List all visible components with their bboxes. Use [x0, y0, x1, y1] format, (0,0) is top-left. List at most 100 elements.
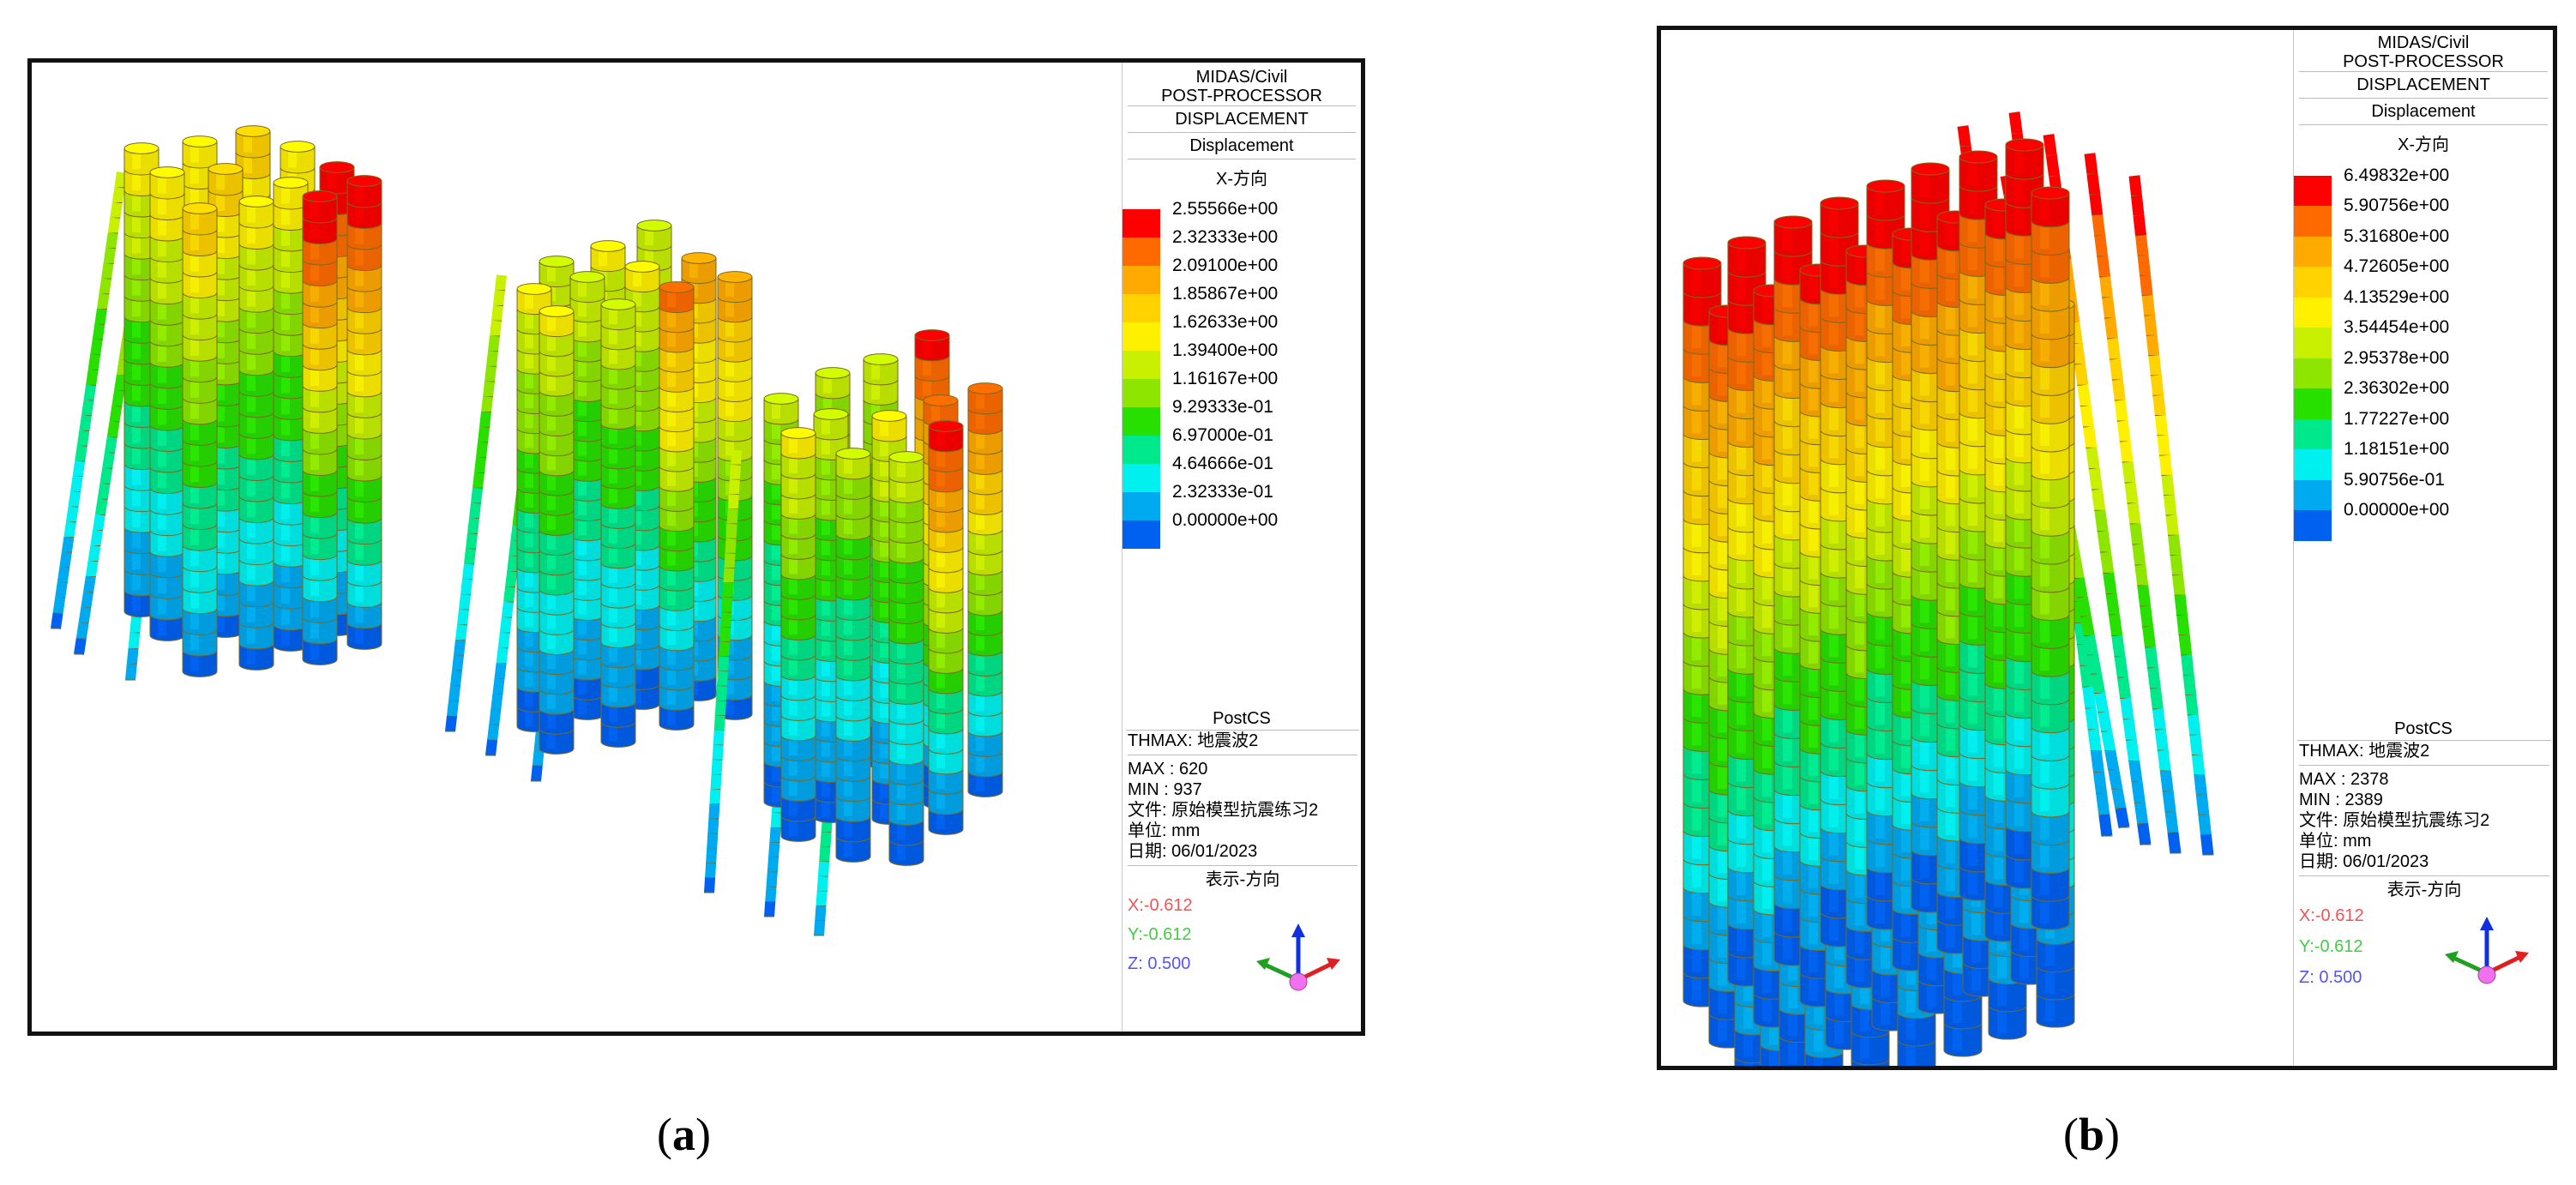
- axis-triad-icon: [2445, 917, 2529, 984]
- pile-highlight: [1717, 451, 1727, 480]
- inclined-pile-segment: [817, 861, 830, 877]
- inclined-pile-segment: [2200, 834, 2214, 856]
- pile-highlight: [281, 603, 290, 625]
- pile-highlight: [1736, 668, 1746, 697]
- pile[interactable]: [835, 448, 871, 863]
- pile-cap: [659, 281, 695, 293]
- pile-highlight: [1782, 930, 1792, 959]
- pile[interactable]: [149, 166, 185, 641]
- pile-highlight: [216, 505, 225, 527]
- pile-highlight: [310, 490, 319, 513]
- inclined-pile-segment: [94, 498, 108, 516]
- pile[interactable]: [659, 281, 695, 731]
- caption-letter: b: [2078, 1109, 2105, 1160]
- pile[interactable]: [273, 177, 309, 652]
- date-label: 日期: 06/01/2023: [1128, 842, 1258, 861]
- pile-highlight: [216, 589, 225, 611]
- pile-cap: [273, 177, 309, 189]
- inclined-pile-segment: [2103, 572, 2117, 595]
- pile-highlight: [725, 277, 734, 298]
- pile-highlight: [897, 759, 906, 779]
- inclined-pile-segment: [2093, 771, 2108, 795]
- pile-highlight: [1967, 554, 1977, 583]
- pile[interactable]: [780, 427, 816, 842]
- pile-highlight: [1828, 260, 1839, 289]
- pile-highlight: [578, 396, 587, 417]
- pile[interactable]: [302, 190, 338, 665]
- pile-highlight: [247, 202, 256, 223]
- pile-highlight: [2013, 456, 2024, 485]
- inclined-pile[interactable]: [2128, 175, 2214, 856]
- inclined-pile-segment: [815, 905, 827, 922]
- pile[interactable]: [238, 195, 274, 671]
- pile-highlight: [633, 564, 641, 585]
- pile-highlight: [1828, 543, 1839, 572]
- pile-highlight: [1875, 725, 1885, 754]
- inclined-pile-segment: [2125, 739, 2140, 762]
- pile-highlight: [525, 408, 533, 429]
- inclined-pile-segment: [706, 848, 718, 863]
- pile[interactable]: [182, 202, 218, 677]
- pile-highlight: [158, 508, 166, 531]
- inclined-pile-segment: [2174, 594, 2188, 617]
- legend-row: 2.95378e+00: [2294, 343, 2553, 374]
- direction-y: Y:-0.612: [1128, 925, 1192, 944]
- pile[interactable]: [967, 382, 1003, 797]
- pile-highlight: [1808, 860, 1818, 888]
- pile-highlight: [609, 443, 617, 464]
- pile-cap: [780, 427, 816, 439]
- inclined-pile-segment: [705, 863, 717, 879]
- model-viewport-b[interactable]: [1661, 30, 2294, 1066]
- pile-highlight: [216, 316, 225, 338]
- pile[interactable]: [346, 175, 382, 650]
- pile-highlight: [1854, 476, 1864, 504]
- result-name: Displacement: [2299, 99, 2548, 125]
- pile-model-render-b[interactable]: [1661, 30, 2294, 1066]
- inclined-pile-segment: [106, 421, 120, 438]
- pile-highlight: [1717, 957, 1727, 986]
- pile-highlight: [880, 476, 888, 496]
- pile-highlight: [844, 635, 852, 655]
- pile-highlight: [281, 225, 290, 246]
- pile[interactable]: [2031, 186, 2070, 930]
- pile-model-render-a[interactable]: [32, 63, 1122, 1032]
- pile-highlight: [216, 253, 225, 274]
- pile-highlight: [1926, 923, 1936, 953]
- pile-highlight: [1787, 953, 1797, 981]
- pile[interactable]: [888, 451, 924, 866]
- min-label: MIN : 2389: [2299, 791, 2383, 809]
- pile-highlight: [667, 605, 676, 626]
- pile-highlight: [578, 515, 587, 536]
- pile-highlight: [355, 244, 364, 266]
- inclined-pile-segment: [70, 475, 83, 493]
- inclined-pile[interactable]: [51, 171, 127, 629]
- pile-highlight: [1691, 603, 1701, 632]
- pile-highlight: [547, 490, 556, 510]
- pile-highlight: [190, 524, 199, 545]
- pile-highlight: [1691, 574, 1701, 604]
- pile[interactable]: [539, 305, 575, 755]
- pile[interactable]: [928, 420, 964, 835]
- model-viewport-a[interactable]: [32, 63, 1122, 1032]
- pile-highlight: [1900, 796, 1911, 825]
- pile-highlight: [936, 507, 945, 527]
- pile-highlight: [609, 721, 617, 742]
- pile-highlight: [1919, 367, 1929, 396]
- inclined-pile[interactable]: [704, 449, 742, 893]
- inclined-pile[interactable]: [2084, 153, 2182, 854]
- inclined-pile-segment: [718, 656, 730, 672]
- pile-highlight: [247, 601, 256, 623]
- pile-highlight: [216, 611, 225, 632]
- pile[interactable]: [569, 271, 605, 720]
- pile-highlight: [1717, 648, 1727, 677]
- pile[interactable]: [600, 298, 636, 748]
- legend-row: 0.00000e+00: [1122, 506, 1361, 534]
- inclined-pile[interactable]: [445, 274, 507, 732]
- pile-highlight: [1833, 959, 1844, 989]
- pile-highlight: [1808, 719, 1818, 749]
- pile-highlight: [1919, 651, 1929, 680]
- legend-value: 2.32333e-01: [1172, 481, 1273, 502]
- pile-highlight: [355, 391, 364, 412]
- pile-highlight: [1761, 346, 1772, 376]
- pile-cap: [1911, 162, 1950, 176]
